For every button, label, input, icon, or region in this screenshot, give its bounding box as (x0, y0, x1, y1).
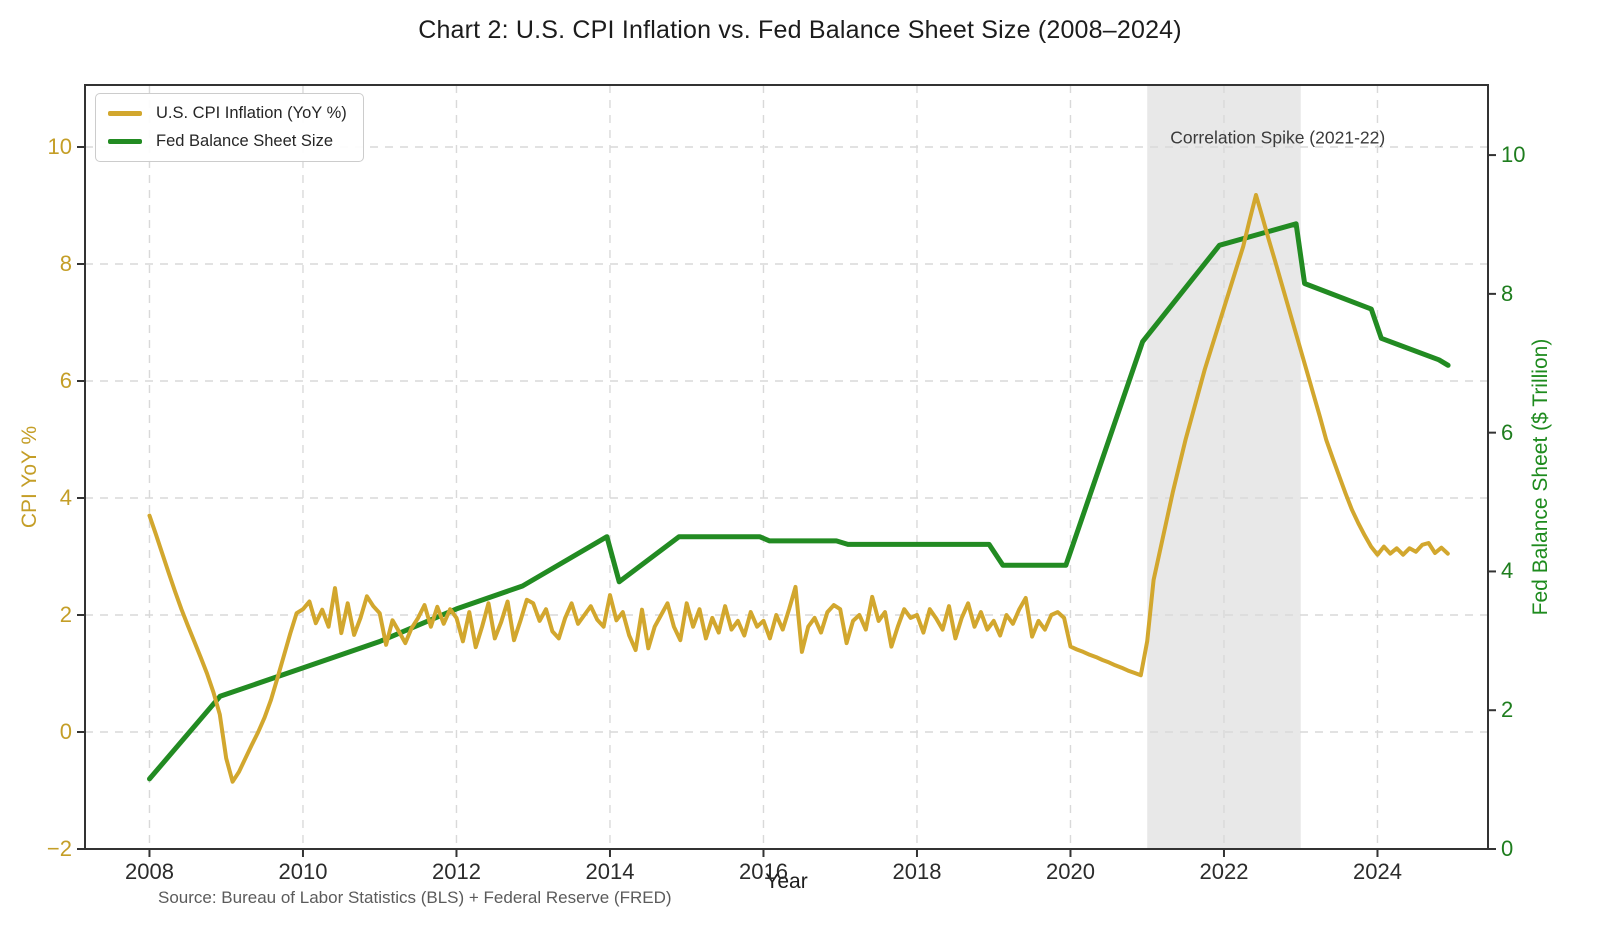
x-axis-label: Year (765, 870, 808, 893)
y-axis-label-left: CPI YoY % (18, 425, 41, 529)
plot-border (84, 84, 1489, 850)
y-tick-label-left: 8 (59, 251, 72, 276)
x-tick-label: 2014 (585, 859, 635, 884)
x-tick-label: 2012 (431, 859, 481, 884)
x-tick-label: 2016 (738, 859, 788, 884)
legend-swatch-cpi (108, 111, 142, 116)
y-tick-label-right: 6 (1501, 419, 1514, 445)
legend: U.S. CPI Inflation (YoY %) Fed Balance Sh… (95, 93, 364, 162)
x-tick-label: 2024 (1352, 859, 1402, 884)
y-tick-label-left: 2 (59, 602, 72, 627)
chart-title: Chart 2: U.S. CPI Inflation vs. Fed Bala… (418, 16, 1182, 44)
x-tick-label: 2010 (278, 859, 328, 884)
y-tick-label-right: 4 (1501, 558, 1514, 584)
y-tick-label-left: 0 (59, 719, 72, 744)
legend-item: U.S. CPI Inflation (YoY %) (108, 104, 347, 123)
x-tick-label: 2022 (1199, 859, 1249, 884)
y-tick-label-left: 4 (59, 485, 72, 510)
source-note: Source: Bureau of Labor Statistics (BLS)… (158, 888, 672, 907)
y-tick-label-right: 0 (1501, 836, 1514, 861)
y-axis-label-right: Fed Balance Sheet ($ Trillion) (1529, 338, 1552, 616)
x-tick-label: 2018 (892, 859, 942, 884)
y-tick-label-left: 10 (47, 134, 72, 159)
y-tick-label-left: 6 (59, 368, 72, 393)
fed-balance-sheet-line (147, 221, 1451, 782)
legend-label: U.S. CPI Inflation (YoY %) (156, 104, 347, 122)
annotation-label: Correlation Spike (2021-22) (1170, 127, 1386, 148)
x-tick-label: 2008 (124, 859, 174, 884)
legend-label: Fed Balance Sheet Size (156, 132, 334, 150)
y-tick-label-right: 2 (1501, 697, 1514, 723)
x-tick-label: 2020 (1045, 859, 1095, 884)
cpi-inflation-line (147, 193, 1450, 784)
y-tick-label-right: 8 (1501, 280, 1514, 306)
legend-item: Fed Balance Sheet Size (108, 132, 347, 151)
y-tick-label-left: −2 (46, 836, 72, 861)
legend-swatch-fed (108, 139, 142, 144)
y-tick-label-right: 10 (1501, 142, 1526, 168)
